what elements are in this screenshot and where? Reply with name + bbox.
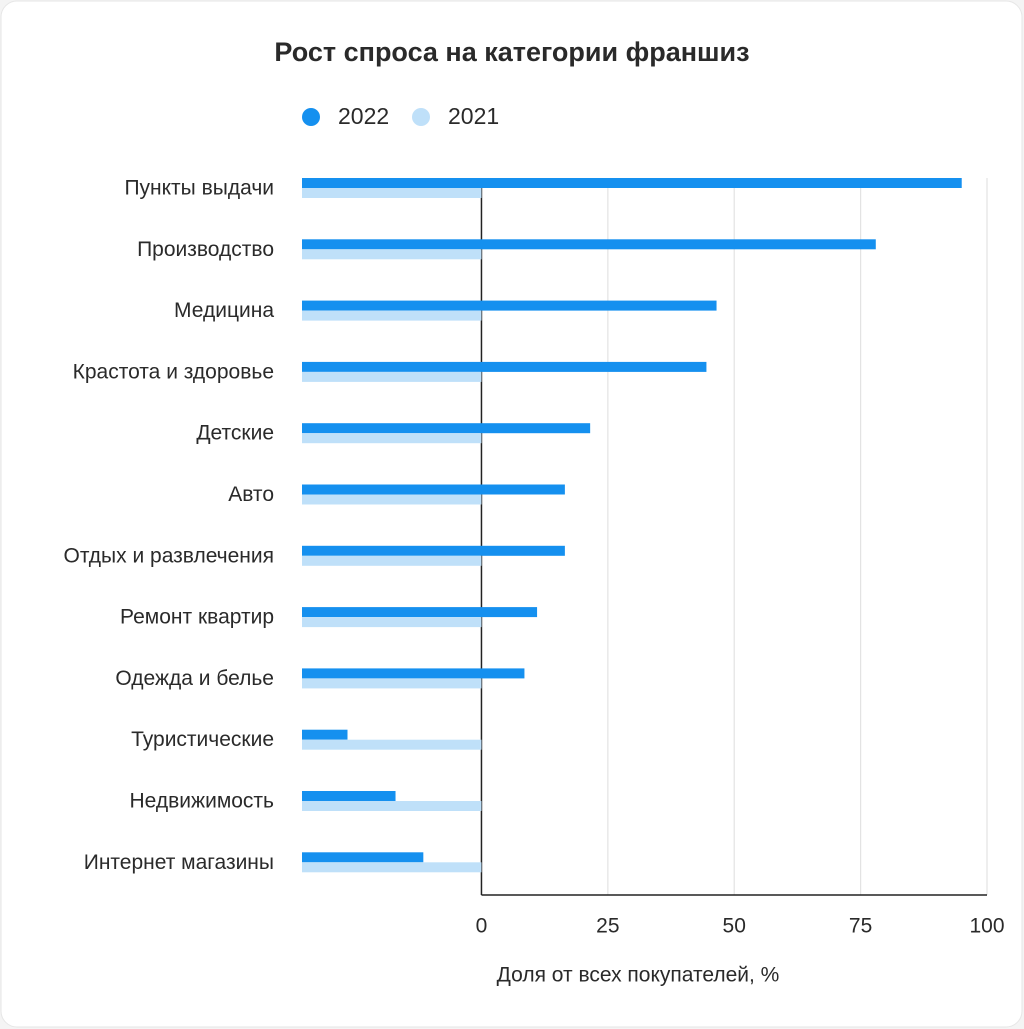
bar <box>302 239 876 250</box>
y-tick-label: Производство <box>137 238 274 261</box>
bar <box>302 310 482 321</box>
bar <box>302 555 482 566</box>
legend-label: 2021 <box>448 103 499 129</box>
x-axis-title: Доля от всех покупателей, % <box>497 964 780 987</box>
y-tick-label: Одежда и белье <box>115 667 274 690</box>
x-tick-label: 100 <box>969 915 1004 938</box>
bar <box>302 678 482 689</box>
y-tick-label: Ремонт квартир <box>120 606 274 629</box>
bar <box>302 178 962 188</box>
x-tick-label: 50 <box>723 915 746 938</box>
bar <box>302 729 348 740</box>
y-tick-label: Интернет магазины <box>84 851 274 874</box>
y-tick-label: Туристические <box>131 728 274 751</box>
y-tick-label: Отдых и развлечения <box>64 544 274 567</box>
y-tick-label: Детские <box>196 422 274 445</box>
bar <box>302 617 482 628</box>
x-tick-label: 25 <box>596 915 619 938</box>
bar <box>302 484 565 495</box>
bar <box>302 433 482 444</box>
bar <box>302 371 482 382</box>
legend-marker <box>302 108 320 126</box>
bar <box>302 361 707 372</box>
y-tick-label: Пункты выдачи <box>124 177 274 200</box>
bar <box>302 300 717 311</box>
bar <box>302 852 424 863</box>
legend-label: 2022 <box>338 103 389 129</box>
y-tick-label: Медицина <box>174 299 274 322</box>
bar <box>302 668 525 679</box>
y-tick-label: Недвижимость <box>130 790 275 813</box>
bar <box>302 607 538 618</box>
bar <box>302 494 482 505</box>
bar <box>302 545 565 556</box>
bar <box>302 249 482 260</box>
bar <box>302 188 482 198</box>
bar <box>302 791 396 801</box>
x-tick-label: 0 <box>476 915 488 938</box>
y-tick-label: Авто <box>228 483 274 506</box>
bar <box>302 739 482 750</box>
legend-marker <box>412 108 430 126</box>
bar <box>302 423 591 434</box>
chart-title: Рост спроса на категории франшиз <box>274 37 749 67</box>
bar <box>302 801 482 811</box>
bar <box>302 862 482 873</box>
y-tick-label: Крастота и здоровье <box>73 360 274 383</box>
x-tick-label: 75 <box>849 915 872 938</box>
